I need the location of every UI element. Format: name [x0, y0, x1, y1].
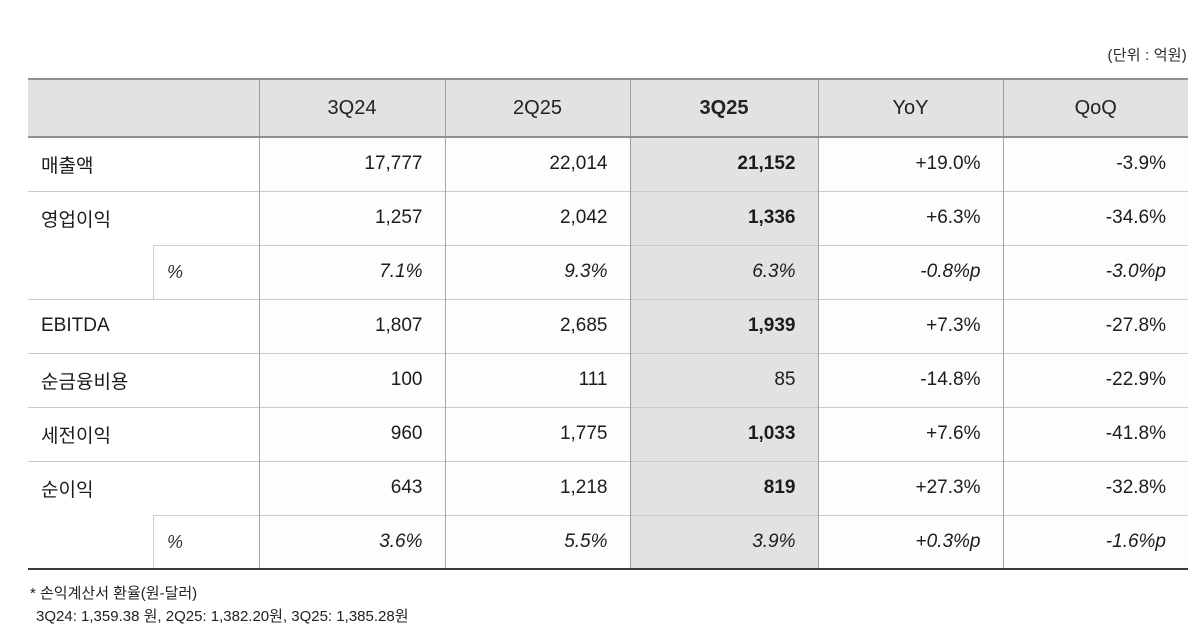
metric-value: 1,336	[629, 190, 819, 245]
footnote: * 손익계산서 환율(원-달러) 3Q24: 1,359.38 원, 2Q25:…	[30, 583, 409, 628]
metric-value: 111	[444, 352, 630, 407]
metric-value: 22,014	[444, 136, 630, 191]
footnote-exchange-rate-values: 3Q24: 1,359.38 원, 2Q25: 1,382.20원, 3Q25:…	[36, 607, 409, 625]
table-row: % 3.6% 5.5% 3.9% +0.3%p -1.6%p	[28, 514, 1188, 570]
metric-value: 1,257	[258, 190, 445, 245]
metric-value: 1,807	[258, 298, 445, 353]
metric-value: -32.8%	[1002, 460, 1188, 515]
metric-value: 9.3%	[444, 244, 630, 299]
table-body: 매출액 17,777 22,014 21,152 +19.0% -3.9% 영업이익 1,25…	[28, 136, 1188, 570]
table-row: 순금융비용 100 111 85 -14.8% -22.9%	[28, 352, 1188, 407]
metric-value: +7.6%	[817, 406, 1003, 461]
table-row: 매출액 17,777 22,014 21,152 +19.0% -3.9%	[28, 136, 1188, 191]
table-row: 영업이익 1,257 2,042 1,336 +6.3% -34.6%	[28, 190, 1188, 245]
metric-value: 1,939	[629, 298, 819, 353]
metric-value: 960	[258, 406, 445, 461]
table-row: 세전이익 960 1,775 1,033 +7.6% -41.8%	[28, 406, 1188, 461]
row-label: EBITDA	[28, 298, 259, 353]
metric-value: -22.9%	[1002, 352, 1188, 407]
column-header-yoy: YoY	[817, 78, 1003, 138]
column-header-qoq: QoQ	[1002, 78, 1188, 138]
metric-value: 85	[629, 352, 819, 407]
column-header-2q25: 2Q25	[444, 78, 630, 138]
metric-value: +27.3%	[817, 460, 1003, 515]
metric-value: 100	[258, 352, 445, 407]
metric-value: 1,218	[444, 460, 630, 515]
unit-label: (단위 : 억원)	[1107, 47, 1187, 64]
column-header-3q24: 3Q24	[258, 78, 445, 138]
metric-value: -41.8%	[1002, 406, 1188, 461]
row-label-margin-percent: %	[28, 245, 259, 299]
quarterly-results-table: 3Q24 2Q25 3Q25 YoY QoQ 매출액 17,777 22,014 21,152…	[28, 78, 1188, 570]
column-header-3q25: 3Q25	[629, 78, 818, 138]
metric-value: +19.0%	[817, 136, 1003, 191]
row-label-margin-percent: %	[28, 515, 259, 570]
metric-value: +7.3%	[817, 298, 1003, 353]
metric-value: -14.8%	[817, 352, 1003, 407]
metric-value: -3.9%	[1002, 136, 1188, 191]
row-label: 매출액	[28, 136, 259, 191]
table-row: % 7.1% 9.3% 6.3% -0.8%p -3.0%p	[28, 244, 1188, 299]
metric-value: 2,685	[444, 298, 630, 353]
metric-value: 1,775	[444, 406, 630, 461]
metric-value: 643	[258, 460, 445, 515]
corner-header-cell	[28, 78, 259, 138]
row-label: 순이익	[28, 460, 259, 515]
table-row: 순이익 643 1,218 819 +27.3% -32.8%	[28, 460, 1188, 515]
metric-value: -3.0%p	[1002, 244, 1188, 299]
metric-value: 17,777	[258, 136, 445, 191]
metric-value: 3.9%	[629, 514, 819, 570]
metric-value: 3.6%	[258, 514, 445, 570]
metric-value: 819	[629, 460, 819, 515]
metric-value: 6.3%	[629, 244, 819, 299]
footnote-exchange-rate-title: * 손익계산서 환율(원-달러)	[30, 585, 198, 602]
metric-value: -27.8%	[1002, 298, 1188, 353]
metric-value: +0.3%p	[817, 514, 1003, 570]
metric-value: 7.1%	[258, 244, 445, 299]
metric-value: 2,042	[444, 190, 630, 245]
metric-value: 21,152	[629, 136, 819, 191]
table-row: EBITDA 1,807 2,685 1,939 +7.3% -27.8%	[28, 298, 1188, 353]
row-label: 순금융비용	[28, 352, 259, 407]
metric-value: -0.8%p	[817, 244, 1003, 299]
metric-value: 5.5%	[444, 514, 630, 570]
row-label: 영업이익	[28, 190, 259, 245]
percent-sub-cell: %	[153, 515, 259, 568]
metric-value: -34.6%	[1002, 190, 1188, 245]
row-label: 세전이익	[28, 406, 259, 461]
percent-sub-cell: %	[153, 245, 259, 299]
metric-value: +6.3%	[817, 190, 1003, 245]
metric-value: 1,033	[629, 406, 819, 461]
metric-value: -1.6%p	[1002, 514, 1188, 570]
table-header: 3Q24 2Q25 3Q25 YoY QoQ	[28, 78, 1188, 138]
